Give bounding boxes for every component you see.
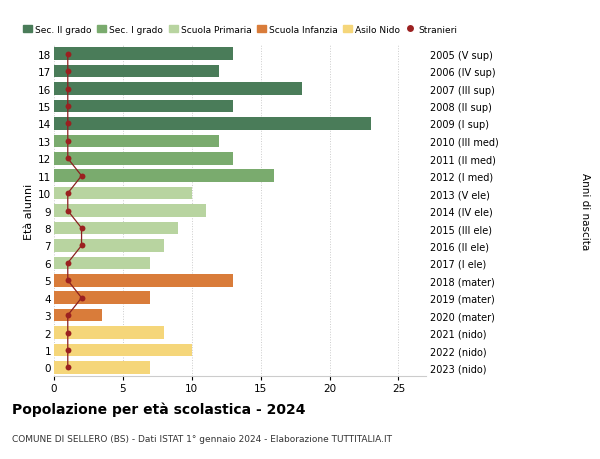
Point <box>63 347 73 354</box>
Point <box>63 86 73 93</box>
Bar <box>54 361 151 374</box>
Bar <box>54 135 220 148</box>
Point <box>63 121 73 128</box>
Bar <box>54 327 164 339</box>
Y-axis label: Età alunni: Età alunni <box>24 183 34 239</box>
Bar <box>54 257 151 269</box>
Point <box>63 51 73 58</box>
Bar <box>54 309 102 322</box>
Text: COMUNE DI SELLERO (BS) - Dati ISTAT 1° gennaio 2024 - Elaborazione TUTTITALIA.IT: COMUNE DI SELLERO (BS) - Dati ISTAT 1° g… <box>12 434 392 443</box>
Bar <box>54 118 371 130</box>
Point <box>77 173 86 180</box>
Bar <box>54 222 178 235</box>
Point <box>63 190 73 197</box>
Point <box>63 207 73 215</box>
Point <box>77 242 86 250</box>
Point <box>77 294 86 302</box>
Bar <box>54 153 233 165</box>
Bar <box>54 344 192 357</box>
Bar <box>54 170 274 183</box>
Bar <box>54 274 233 287</box>
Bar <box>54 101 233 113</box>
Bar <box>54 240 164 252</box>
Bar <box>54 292 151 304</box>
Point <box>63 312 73 319</box>
Point <box>63 260 73 267</box>
Point <box>63 329 73 336</box>
Point <box>63 138 73 145</box>
Point <box>63 364 73 371</box>
Point <box>63 68 73 76</box>
Legend: Sec. II grado, Sec. I grado, Scuola Primaria, Scuola Infanzia, Asilo Nido, Stran: Sec. II grado, Sec. I grado, Scuola Prim… <box>23 26 457 35</box>
Point <box>63 103 73 111</box>
Bar <box>54 66 220 78</box>
Bar <box>54 83 302 95</box>
Text: Popolazione per età scolastica - 2024: Popolazione per età scolastica - 2024 <box>12 402 305 416</box>
Text: Anni di nascita: Anni di nascita <box>580 173 590 250</box>
Point <box>63 277 73 285</box>
Point <box>77 225 86 232</box>
Bar <box>54 205 206 218</box>
Bar <box>54 187 192 200</box>
Point <box>63 155 73 162</box>
Bar <box>54 48 233 61</box>
